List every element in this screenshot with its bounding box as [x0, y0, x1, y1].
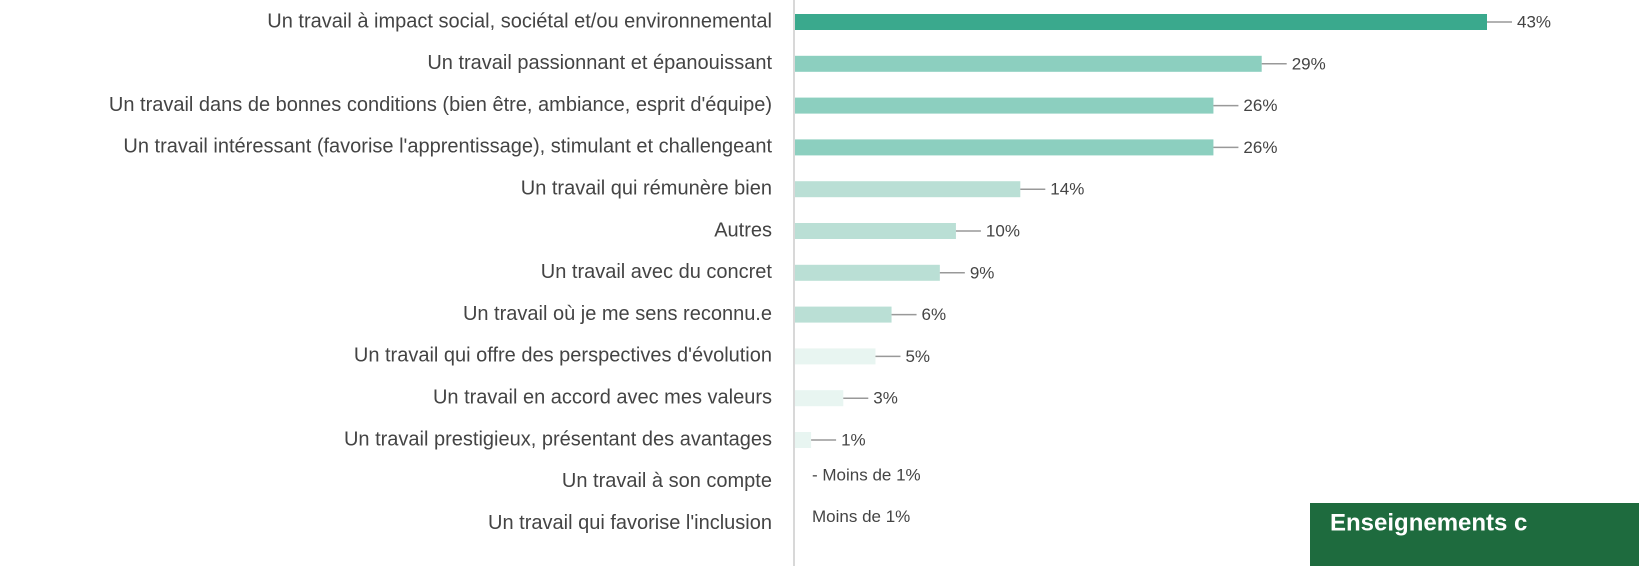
bar [795, 306, 892, 323]
category-label: Un travail à impact social, sociétal et/… [267, 10, 772, 32]
value-label: 26% [1243, 96, 1277, 115]
category-label: Un travail qui favorise l'inclusion [488, 512, 772, 534]
category-label: Un travail avec du concret [541, 261, 773, 283]
value-label: 29% [1292, 54, 1326, 73]
bar [795, 181, 1021, 198]
value-label: 10% [986, 221, 1020, 240]
bar [795, 14, 1487, 30]
value-label: - Moins de 1% [812, 465, 921, 484]
bar [795, 348, 876, 365]
bar [795, 390, 844, 407]
category-label: Un travail intéressant (favorise l'appre… [123, 136, 772, 158]
value-label: 6% [922, 305, 947, 324]
annotation: Enseignements c [1330, 509, 1527, 536]
value-label: 1% [841, 430, 866, 449]
bar [795, 264, 940, 281]
bar [795, 97, 1214, 114]
category-label: Un travail prestigieux, présentant des a… [344, 428, 772, 450]
annotation-box [1310, 503, 1639, 566]
value-label: 43% [1517, 12, 1551, 31]
category-label: Autres [714, 219, 772, 241]
category-label: Un travail dans de bonnes conditions (bi… [109, 94, 772, 116]
value-label: Moins de 1% [812, 507, 910, 526]
bar [795, 139, 1214, 156]
category-label: Un travail où je me sens reconnu.e [463, 303, 772, 325]
category-label: Un travail passionnant et épanouissant [427, 52, 772, 74]
category-label: Un travail en accord avec mes valeurs [433, 386, 772, 408]
value-label: 14% [1050, 180, 1084, 199]
value-label: 9% [970, 263, 995, 282]
bar [795, 223, 956, 239]
category-label: Un travail à son compte [562, 470, 772, 492]
category-label: Un travail qui rémunère bien [521, 177, 772, 199]
bar [795, 432, 812, 448]
category-label: Un travail qui offre des perspectives d'… [354, 345, 772, 367]
value-label: 3% [873, 389, 898, 408]
value-label: 5% [905, 347, 930, 366]
value-label: 26% [1243, 138, 1277, 157]
bar [795, 55, 1262, 72]
